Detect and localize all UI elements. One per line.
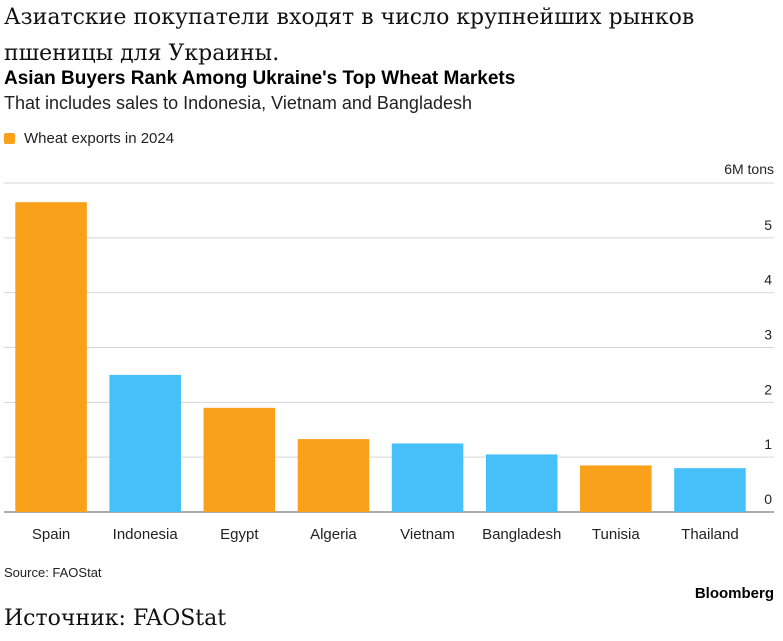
bar-bangladesh: [485, 454, 558, 512]
category-label-bangladesh: Bangladesh: [482, 526, 561, 543]
bar-egypt: [203, 407, 276, 512]
bar-chart: Spain Indonesia Egypt Algeria Vietnam Banglad…: [4, 161, 774, 543]
bar-spain: [15, 202, 87, 513]
y-tick-label: 5: [764, 217, 772, 233]
bar-tunisia: [580, 465, 652, 512]
category-label-vietnam: Vietnam: [400, 526, 455, 543]
article-source: Источник: FAOStat: [4, 606, 227, 631]
category-label-algeria: Algeria: [310, 526, 357, 543]
chart-subtitle: That includes sales to Indonesia, Vietna…: [4, 93, 472, 113]
y-tick-label: 3: [764, 327, 772, 343]
chart-legend: Wheat exports in 2024: [4, 130, 174, 147]
y-tick-label: 0: [764, 491, 772, 507]
category-label-indonesia: Indonesia: [113, 526, 179, 543]
y-tick-labels: 0 1 2 3 4 5: [764, 217, 772, 507]
bar-algeria: [297, 439, 370, 512]
article-heading: Азиатские покупатели входят в число круп…: [4, 5, 695, 66]
y-tick-label: 2: [764, 381, 772, 397]
category-labels: Spain Indonesia Egypt Algeria Vietnam Banglad…: [32, 526, 739, 543]
legend-swatch-orange: [4, 133, 15, 144]
category-label-thailand: Thailand: [681, 526, 739, 543]
bar-vietnam: [391, 443, 464, 512]
bars: [15, 202, 746, 513]
bloomberg-logo: Bloomberg: [694, 585, 774, 602]
category-label-tunisia: Tunisia: [592, 526, 640, 543]
y-tick-label: 4: [764, 272, 772, 288]
bar-indonesia: [109, 374, 181, 512]
y-unit-label: 6M tons: [724, 161, 774, 177]
chart-source: Source: FAOStat: [4, 565, 102, 580]
chart-title: Asian Buyers Rank Among Ukraine's Top Wh…: [4, 68, 516, 89]
category-label-spain: Spain: [32, 526, 70, 543]
y-tick-label: 1: [764, 436, 772, 452]
legend-label: Wheat exports in 2024: [24, 130, 175, 147]
bar-thailand: [674, 468, 746, 512]
category-label-egypt: Egypt: [220, 526, 259, 543]
